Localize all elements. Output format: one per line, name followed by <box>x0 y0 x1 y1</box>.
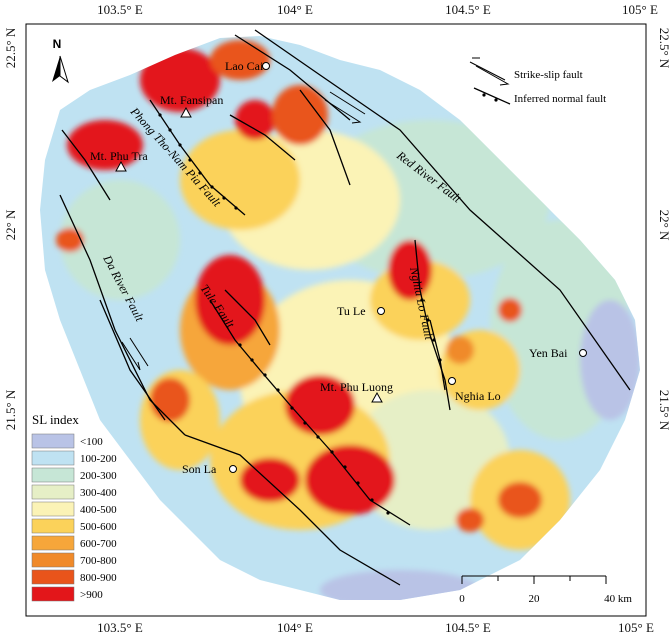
place-son-la: Son La <box>182 462 217 476</box>
legend-swatch <box>31 467 75 483</box>
tule-fault-line <box>209 299 411 526</box>
strike-slip-label: Strike-slip fault <box>514 69 583 81</box>
legend-label: 600-700 <box>80 538 117 550</box>
legend-label: 200-300 <box>80 470 117 482</box>
left-tick-2: 22° N <box>3 209 18 240</box>
place-fansipan: Mt. Fansipan <box>160 93 223 107</box>
legend-swatch <box>31 501 75 517</box>
sl-legend: SL index <100 100-200 200-300 300-400 400-50… <box>31 412 117 602</box>
legend-swatch <box>31 586 75 602</box>
place-markers: Lao Cai Mt. Fansipan Mt. Phu Tra Tu Le M… <box>90 59 587 476</box>
city-icon <box>448 377 456 385</box>
north-arrow-icon: N <box>52 37 69 84</box>
da-river-fault-line-2 <box>99 299 166 421</box>
top-tick-4: 105° E <box>622 2 658 17</box>
scale-tick-40: 40 km <box>604 593 632 605</box>
top-tick-2: 104° E <box>277 2 313 17</box>
bottom-tick-2: 104° E <box>277 620 313 635</box>
strike-slip-icon <box>469 57 510 86</box>
city-icon <box>262 62 270 70</box>
mountain-icon <box>180 106 192 118</box>
bottom-tick-3: 104.5° E <box>445 620 491 635</box>
bottom-tick-4: 105° E <box>618 620 654 635</box>
place-yen-bai: Yen Bai <box>529 346 568 360</box>
right-tick-3: 21.5° N <box>657 390 671 431</box>
legend-swatch <box>31 518 75 534</box>
phong-tho-fault-line <box>149 99 246 216</box>
legend-title: SL index <box>32 412 79 427</box>
mountain-icon <box>115 160 127 172</box>
scale-tick-20: 20 <box>529 593 541 605</box>
place-phu-tra: Mt. Phu Tra <box>90 149 148 163</box>
place-phu-luong: Mt. Phu Luong <box>320 380 393 394</box>
legend-label: >900 <box>80 589 103 601</box>
legend-swatch <box>31 569 75 585</box>
legend-label: 800-900 <box>80 572 117 584</box>
nghia-lo-fault-line <box>414 239 451 411</box>
legend-swatch <box>31 450 75 466</box>
legend-label: 700-800 <box>80 555 117 567</box>
mountain-icon <box>371 391 383 403</box>
bottom-tick-1: 103.5° E <box>97 620 143 635</box>
top-tick-1: 103.5° E <box>97 2 143 17</box>
tule-fault-line-2 <box>224 289 271 346</box>
strike-slip-arrows <box>121 91 366 371</box>
normal-fault-ticks <box>158 113 442 515</box>
legend-label: 500-600 <box>80 521 117 533</box>
normal-fault-label: Inferred normal fault <box>514 93 606 105</box>
north-label: N <box>53 37 62 51</box>
legend-label: 400-500 <box>80 504 117 516</box>
legend-swatch <box>31 484 75 500</box>
normal-fault-icon <box>473 87 511 105</box>
da-river-fault-line <box>59 194 186 436</box>
city-icon <box>377 307 385 315</box>
fault-legend: Strike-slip fault Inferred normal fault <box>469 57 606 105</box>
left-tick-1: 22.5° N <box>3 27 18 68</box>
legend-swatch <box>31 535 75 551</box>
place-tu-le: Tu Le <box>337 304 366 318</box>
southern-fault-line <box>184 434 401 586</box>
city-icon <box>579 349 587 357</box>
axis-labels: 103.5° E 104° E 104.5° E 105° E 103.5° E… <box>3 2 671 635</box>
top-tick-3: 104.5° E <box>445 2 491 17</box>
legend-swatch <box>31 433 75 449</box>
west-fault-line <box>61 129 111 201</box>
legend-label: 300-400 <box>80 487 117 499</box>
legend-label: 100-200 <box>80 453 117 465</box>
legend-label: <100 <box>80 436 103 448</box>
right-tick-2: 22° N <box>657 210 671 241</box>
left-tick-3: 21.5° N <box>3 389 18 430</box>
right-tick-1: 22.5° N <box>657 28 671 69</box>
scale-bar: 0 20 40 km <box>459 575 632 605</box>
scale-tick-0: 0 <box>459 593 465 605</box>
laocai-fault-line <box>299 89 351 186</box>
legend-swatch <box>31 552 75 568</box>
place-lao-cai: Lao Cai <box>225 59 264 73</box>
city-icon <box>229 465 237 473</box>
red-river-fault-line <box>254 29 631 391</box>
place-nghia-lo: Nghia Lo <box>455 389 501 403</box>
fansipan-fault-line <box>229 114 296 161</box>
